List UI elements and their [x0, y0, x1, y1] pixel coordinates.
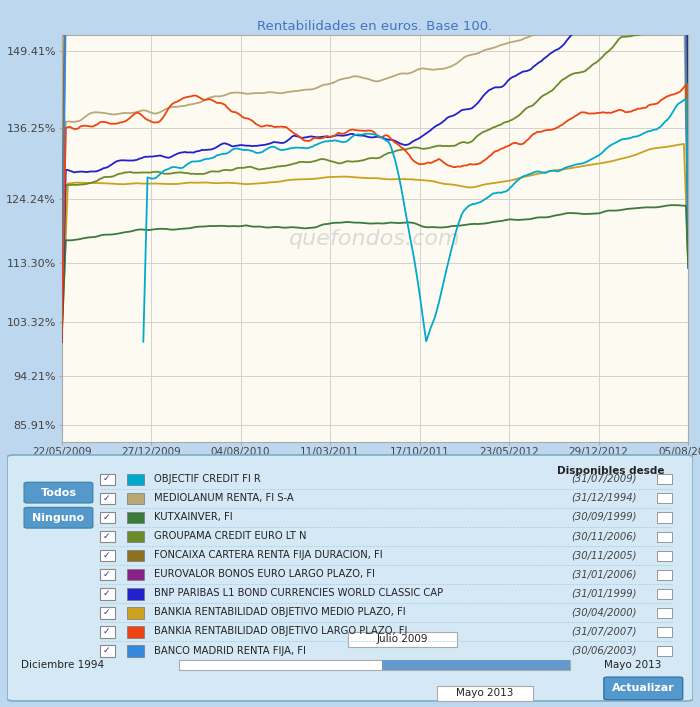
Bar: [382, 660, 570, 670]
Text: ✓: ✓: [103, 474, 110, 484]
Text: BANKIA RENTABILIDAD OBJETIVO LARGO PLAZO, FI: BANKIA RENTABILIDAD OBJETIVO LARGO PLAZO…: [155, 626, 408, 636]
Bar: [99, 531, 115, 542]
FancyBboxPatch shape: [604, 677, 682, 700]
Text: (30/04/2000): (30/04/2000): [571, 607, 636, 617]
Bar: [127, 588, 144, 600]
Text: BNP PARIBAS L1 BOND CURRENCIES WORLD CLASSIC CAP: BNP PARIBAS L1 BOND CURRENCIES WORLD CLA…: [155, 588, 444, 598]
Bar: [127, 531, 144, 542]
Text: ✓: ✓: [103, 608, 110, 617]
Bar: [127, 569, 144, 580]
Text: ✓: ✓: [103, 627, 110, 636]
Text: ✓: ✓: [103, 532, 110, 541]
Bar: [657, 627, 673, 637]
Bar: [178, 660, 570, 670]
Text: Mayo 2013: Mayo 2013: [604, 660, 662, 670]
Text: GROUPAMA CREDIT EURO LT N: GROUPAMA CREDIT EURO LT N: [155, 531, 307, 541]
Bar: [657, 513, 673, 522]
Bar: [657, 551, 673, 561]
Text: (31/12/1994): (31/12/1994): [571, 493, 636, 503]
Text: ✓: ✓: [103, 493, 110, 503]
Text: Disponibles desde: Disponibles desde: [557, 467, 664, 477]
Text: FONCAIXA CARTERA RENTA FIJA DURACION, FI: FONCAIXA CARTERA RENTA FIJA DURACION, FI: [155, 550, 383, 560]
Bar: [657, 532, 673, 542]
Text: Todos: Todos: [41, 488, 76, 498]
Text: (31/01/2006): (31/01/2006): [571, 569, 636, 579]
Bar: [657, 474, 673, 484]
Bar: [127, 474, 144, 485]
Text: (31/01/1999): (31/01/1999): [571, 588, 636, 598]
Text: (30/11/2006): (30/11/2006): [571, 531, 636, 541]
Text: ✓: ✓: [103, 570, 110, 579]
Text: quefondos.com: quefondos.com: [289, 228, 461, 249]
Text: ✓: ✓: [103, 589, 110, 598]
Text: KUTXAINVER, FI: KUTXAINVER, FI: [155, 512, 233, 522]
Bar: [99, 512, 115, 523]
Bar: [437, 686, 533, 701]
Bar: [657, 646, 673, 656]
Bar: [127, 645, 144, 657]
Bar: [99, 569, 115, 580]
Text: ✓: ✓: [103, 513, 110, 522]
Bar: [99, 607, 115, 619]
Text: Mayo 2013: Mayo 2013: [456, 688, 513, 698]
Text: Diciembre 1994: Diciembre 1994: [21, 660, 104, 670]
Text: (30/11/2005): (30/11/2005): [571, 550, 636, 560]
Bar: [657, 608, 673, 618]
Bar: [99, 588, 115, 600]
Bar: [657, 570, 673, 580]
Bar: [657, 493, 673, 503]
Text: Julio 2009: Julio 2009: [377, 634, 428, 644]
Bar: [99, 550, 115, 561]
Bar: [99, 626, 115, 638]
Text: Actualizar: Actualizar: [612, 684, 675, 694]
FancyBboxPatch shape: [7, 455, 693, 701]
Bar: [99, 493, 115, 504]
Text: Ninguno: Ninguno: [32, 513, 85, 522]
Text: EUROVALOR BONOS EURO LARGO PLAZO, FI: EUROVALOR BONOS EURO LARGO PLAZO, FI: [155, 569, 375, 579]
Bar: [127, 512, 144, 523]
FancyBboxPatch shape: [24, 482, 92, 503]
Title: Rentabilidades en euros. Base 100.: Rentabilidades en euros. Base 100.: [257, 20, 493, 33]
Bar: [99, 645, 115, 657]
Bar: [127, 550, 144, 561]
Text: OBJECTIF CREDIT FI R: OBJECTIF CREDIT FI R: [155, 474, 261, 484]
Text: (30/09/1999): (30/09/1999): [571, 512, 636, 522]
Text: BANCO MADRID RENTA FIJA, FI: BANCO MADRID RENTA FIJA, FI: [155, 645, 307, 655]
FancyBboxPatch shape: [24, 508, 92, 528]
Bar: [657, 589, 673, 599]
Bar: [99, 474, 115, 485]
Bar: [127, 626, 144, 638]
Bar: [347, 633, 457, 647]
Bar: [127, 607, 144, 619]
Text: (31/07/2007): (31/07/2007): [571, 626, 636, 636]
Text: ✓: ✓: [103, 551, 110, 560]
Text: (31/07/2009): (31/07/2009): [571, 474, 636, 484]
Bar: [127, 493, 144, 504]
Text: MEDIOLANUM RENTA, FI S-A: MEDIOLANUM RENTA, FI S-A: [155, 493, 294, 503]
Text: ✓: ✓: [103, 646, 110, 655]
Text: BANKIA RENTABILIDAD OBJETIVO MEDIO PLAZO, FI: BANKIA RENTABILIDAD OBJETIVO MEDIO PLAZO…: [155, 607, 406, 617]
Text: (30/06/2003): (30/06/2003): [571, 645, 636, 655]
